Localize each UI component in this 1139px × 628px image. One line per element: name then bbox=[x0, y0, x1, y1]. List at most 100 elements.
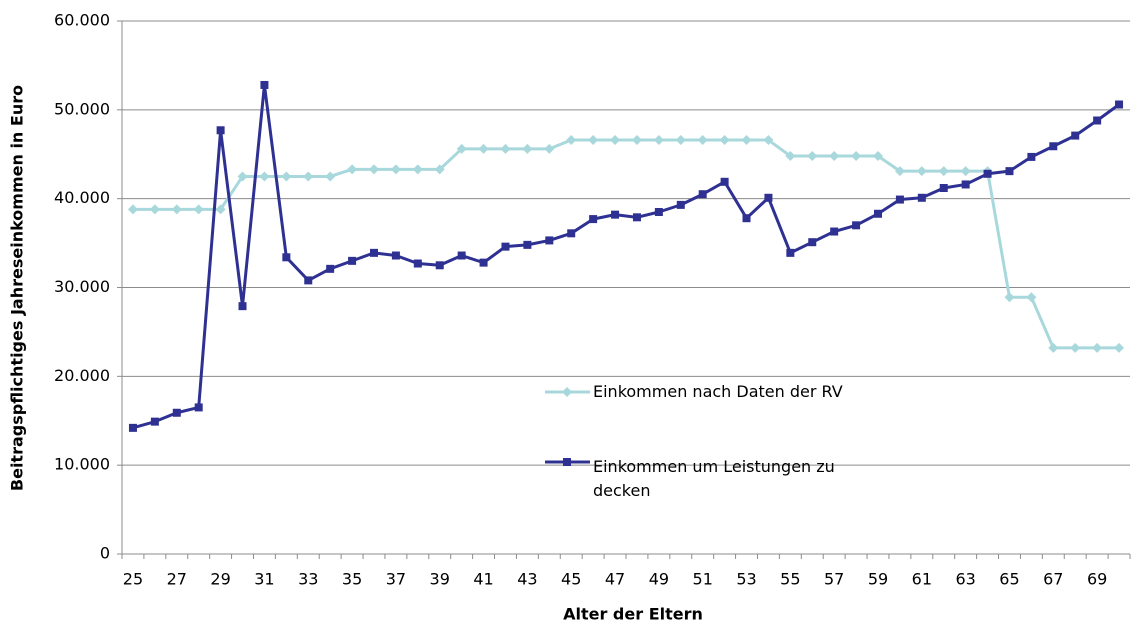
point bbox=[216, 126, 225, 135]
point bbox=[720, 177, 729, 186]
point bbox=[610, 135, 621, 146]
point bbox=[808, 238, 817, 247]
point bbox=[215, 204, 226, 215]
x-tick-label: 57 bbox=[824, 570, 844, 589]
point bbox=[1005, 167, 1014, 176]
x-tick-label: 29 bbox=[210, 570, 230, 589]
point bbox=[939, 184, 948, 193]
y-tick-label: 10.000 bbox=[54, 455, 110, 474]
y-tick-label: 20.000 bbox=[54, 366, 110, 385]
point bbox=[653, 135, 664, 146]
point bbox=[457, 251, 466, 260]
point bbox=[281, 171, 292, 182]
x-tick-label: 69 bbox=[1087, 570, 1107, 589]
y-tick-label: 50.000 bbox=[54, 99, 110, 118]
x-tick-label: 59 bbox=[868, 570, 888, 589]
x-tick-label: 65 bbox=[999, 570, 1019, 589]
x-tick-label: 35 bbox=[342, 570, 362, 589]
x-tick-label: 41 bbox=[473, 570, 493, 589]
point bbox=[1093, 116, 1102, 125]
x-tick-label: 33 bbox=[298, 570, 318, 589]
point bbox=[435, 261, 444, 270]
point bbox=[764, 193, 773, 202]
legend-marker bbox=[563, 458, 571, 466]
point bbox=[434, 164, 445, 175]
x-tick-label: 51 bbox=[693, 570, 713, 589]
x-tick-label: 47 bbox=[605, 570, 625, 589]
point bbox=[501, 242, 510, 251]
point bbox=[675, 135, 686, 146]
x-tick-label: 39 bbox=[430, 570, 450, 589]
point bbox=[807, 151, 818, 162]
point bbox=[237, 171, 248, 182]
point bbox=[523, 240, 532, 249]
x-tick-label: 55 bbox=[780, 570, 800, 589]
point bbox=[567, 229, 576, 238]
point bbox=[390, 164, 401, 175]
point bbox=[479, 258, 488, 267]
point bbox=[917, 193, 926, 202]
x-tick-label: 45 bbox=[561, 570, 581, 589]
x-tick-label: 53 bbox=[736, 570, 756, 589]
point bbox=[303, 171, 314, 182]
x-tick-label: 43 bbox=[517, 570, 537, 589]
y-tick-label: 40.000 bbox=[54, 188, 110, 207]
point bbox=[697, 135, 708, 146]
x-tick-label: 63 bbox=[955, 570, 975, 589]
legend-marker bbox=[562, 387, 572, 397]
legend-label: Einkommen nach Daten der RV bbox=[593, 382, 843, 401]
point bbox=[325, 171, 336, 182]
point bbox=[260, 80, 269, 89]
point bbox=[304, 276, 313, 285]
x-tick-label: 67 bbox=[1043, 570, 1063, 589]
legend-label: Einkommen um Leistungen zu decken bbox=[593, 457, 835, 500]
point bbox=[500, 143, 511, 154]
point bbox=[1115, 100, 1124, 109]
x-tick-label: 27 bbox=[167, 570, 187, 589]
y-tick-label: 30.000 bbox=[54, 277, 110, 296]
point bbox=[456, 143, 467, 154]
y-tick-label: 60.000 bbox=[54, 11, 110, 30]
point bbox=[1071, 131, 1080, 140]
x-tick-label: 31 bbox=[254, 570, 274, 589]
point bbox=[1026, 292, 1037, 303]
point bbox=[742, 214, 751, 223]
y-tick-label: 0 bbox=[100, 544, 110, 563]
point bbox=[895, 195, 904, 204]
point bbox=[873, 151, 883, 162]
x-tick-label: 37 bbox=[386, 570, 406, 589]
point bbox=[1070, 342, 1081, 353]
point bbox=[894, 166, 905, 177]
point bbox=[348, 256, 357, 265]
series-line bbox=[132, 138, 1120, 350]
point bbox=[1114, 342, 1125, 353]
x-tick-label: 61 bbox=[912, 570, 932, 589]
point bbox=[1004, 292, 1015, 303]
point bbox=[632, 213, 641, 222]
point bbox=[259, 171, 270, 182]
point bbox=[545, 236, 554, 245]
point bbox=[588, 135, 599, 146]
point bbox=[1049, 142, 1058, 151]
point bbox=[150, 417, 159, 426]
point bbox=[522, 143, 533, 154]
point bbox=[149, 204, 160, 215]
point bbox=[1048, 342, 1059, 353]
point bbox=[852, 221, 861, 230]
point bbox=[193, 204, 204, 215]
point bbox=[1027, 152, 1036, 161]
point bbox=[369, 164, 379, 175]
point bbox=[172, 408, 181, 417]
point bbox=[786, 248, 795, 257]
point bbox=[938, 166, 949, 177]
point bbox=[128, 423, 137, 432]
point bbox=[719, 135, 730, 146]
point bbox=[698, 190, 707, 199]
point bbox=[238, 302, 247, 311]
point bbox=[741, 135, 752, 146]
point bbox=[589, 215, 598, 224]
point bbox=[785, 151, 796, 162]
point bbox=[478, 143, 489, 154]
point bbox=[544, 143, 555, 154]
